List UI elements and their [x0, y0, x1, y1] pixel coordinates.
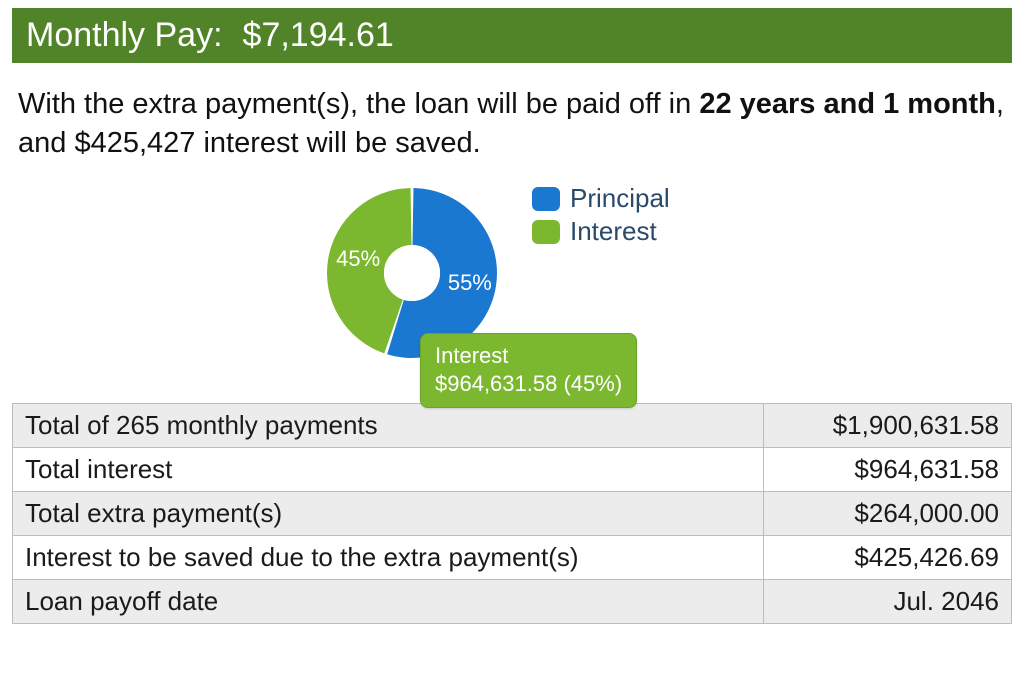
chart-legend: Principal Interest [532, 183, 670, 249]
legend-item-principal[interactable]: Principal [532, 183, 670, 214]
slice-pct-interest: 45% [336, 246, 380, 272]
table-row: Total extra payment(s)$264,000.00 [13, 492, 1012, 536]
slice-pct-principal: 55% [448, 270, 492, 296]
row-label: Interest to be saved due to the extra pa… [13, 536, 764, 580]
chart-tooltip: Interest $964,631.58 (45%) [420, 333, 637, 408]
table-row: Interest to be saved due to the extra pa… [13, 536, 1012, 580]
legend-label-interest: Interest [570, 216, 657, 247]
monthly-pay-amount: $7,194.61 [243, 16, 394, 54]
row-value: $425,426.69 [763, 536, 1011, 580]
legend-label-principal: Principal [570, 183, 670, 214]
summary-duration: 22 years and 1 month [699, 88, 996, 120]
payoff-summary-text: With the extra payment(s), the loan will… [18, 85, 1006, 163]
tooltip-title: Interest [435, 342, 622, 370]
row-value: Jul. 2046 [763, 580, 1011, 624]
monthly-pay-header: Monthly Pay: $7,194.61 [12, 8, 1012, 63]
row-value: $964,631.58 [763, 448, 1011, 492]
monthly-pay-label: Monthly Pay: [26, 16, 223, 54]
page-root: Monthly Pay: $7,194.61 With the extra pay… [0, 0, 1024, 632]
swatch-principal [532, 187, 560, 211]
row-label: Total interest [13, 448, 764, 492]
row-label: Loan payoff date [13, 580, 764, 624]
donut-chart-area: 55% 45% Principal Interest Interest $964… [12, 183, 1012, 413]
swatch-interest [532, 220, 560, 244]
table-row: Total interest$964,631.58 [13, 448, 1012, 492]
table-row: Loan payoff dateJul. 2046 [13, 580, 1012, 624]
legend-item-interest[interactable]: Interest [532, 216, 670, 247]
row-label: Total extra payment(s) [13, 492, 764, 536]
tooltip-value: $964,631.58 (45%) [435, 370, 622, 398]
loan-summary-table: Total of 265 monthly payments$1,900,631.… [12, 403, 1012, 624]
summary-prefix: With the extra payment(s), the loan will… [18, 88, 699, 120]
row-value: $264,000.00 [763, 492, 1011, 536]
